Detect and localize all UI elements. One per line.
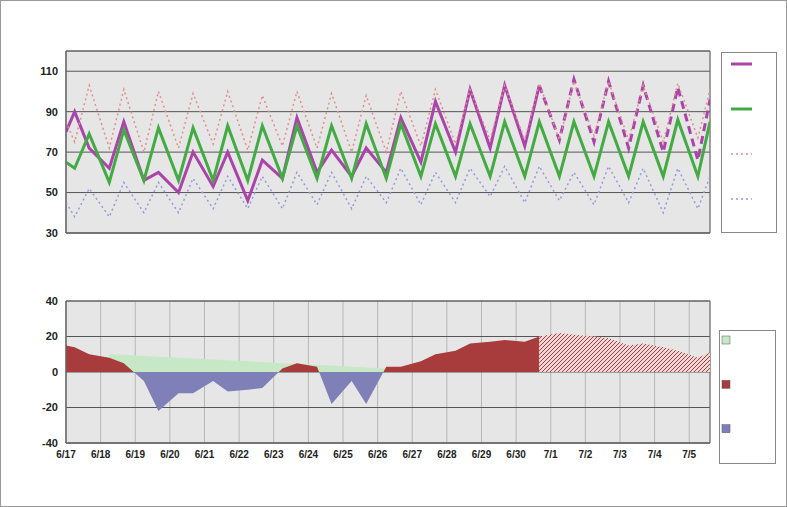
svg-text:110: 110 bbox=[40, 65, 58, 77]
svg-text:6/18: 6/18 bbox=[91, 449, 111, 460]
svg-text:70: 70 bbox=[46, 146, 58, 158]
svg-text:6/28: 6/28 bbox=[437, 449, 457, 460]
svg-text:20: 20 bbox=[46, 330, 58, 342]
svg-text:6/21: 6/21 bbox=[195, 449, 215, 460]
svg-text:-40: -40 bbox=[42, 437, 58, 449]
svg-text:6/20: 6/20 bbox=[160, 449, 180, 460]
svg-text:40: 40 bbox=[46, 295, 58, 307]
svg-text:7/2: 7/2 bbox=[578, 449, 592, 460]
svg-text:7/4: 7/4 bbox=[648, 449, 662, 460]
svg-text:30: 30 bbox=[46, 227, 58, 239]
svg-text:7/1: 7/1 bbox=[544, 449, 558, 460]
svg-text:6/25: 6/25 bbox=[333, 449, 353, 460]
svg-text:-20: -20 bbox=[42, 401, 58, 413]
svg-text:50: 50 bbox=[46, 186, 58, 198]
svg-text:6/27: 6/27 bbox=[403, 449, 423, 460]
svg-text:90: 90 bbox=[46, 106, 58, 118]
svg-text:6/19: 6/19 bbox=[126, 449, 146, 460]
svg-text:7/3: 7/3 bbox=[613, 449, 627, 460]
svg-text:6/17: 6/17 bbox=[56, 449, 76, 460]
svg-text:6/24: 6/24 bbox=[299, 449, 319, 460]
svg-text:6/26: 6/26 bbox=[368, 449, 388, 460]
svg-text:6/30: 6/30 bbox=[506, 449, 526, 460]
svg-text:6/29: 6/29 bbox=[472, 449, 492, 460]
svg-text:7/5: 7/5 bbox=[682, 449, 696, 460]
svg-text:6/22: 6/22 bbox=[229, 449, 249, 460]
svg-text:0: 0 bbox=[52, 366, 58, 378]
svg-text:6/23: 6/23 bbox=[264, 449, 284, 460]
